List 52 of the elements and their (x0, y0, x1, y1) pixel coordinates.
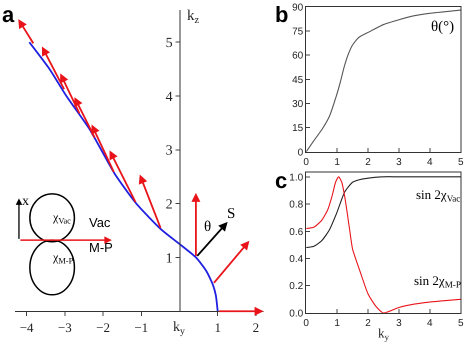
chart-title: c (275, 168, 288, 193)
x-tick-label: −3 (58, 320, 72, 335)
chart-title: b (275, 2, 288, 27)
x-tick-label: 4 (427, 318, 434, 329)
chart-title: a (2, 2, 15, 27)
y-tick-label: 2 (166, 198, 173, 213)
line-series (306, 176, 461, 248)
y-tick-label: 75 (292, 26, 304, 38)
y-tick-label: 15 (292, 123, 304, 134)
annotation: Vac (89, 215, 111, 230)
y-tick-label: 1.0 (289, 172, 304, 184)
y-tick-label: 0.6 (289, 226, 304, 238)
annotation: θ(°) (431, 19, 454, 35)
x-tick-label: 3 (396, 156, 402, 168)
x-tick-label: 5 (458, 156, 464, 168)
x-tick-label: 5 (458, 318, 464, 329)
x-tick-label: 4 (427, 156, 434, 168)
y-tick-label: 0 (298, 147, 304, 158)
annotation: M-P (89, 240, 113, 255)
annotation: χ$_{M-P}$ (52, 250, 74, 266)
x-tick-label: −2 (96, 320, 110, 335)
line-series (306, 10, 461, 152)
y-tick-label: 60 (292, 50, 304, 62)
x-tick-label: 2 (365, 156, 372, 168)
y-tick-label: 0.2 (289, 281, 304, 292)
x-axis-title: k$_{y}$ (173, 320, 185, 337)
y-tick-label: 4 (166, 90, 173, 105)
x-tick-label: 1 (334, 156, 340, 168)
y-tick-label: 0.0 (289, 308, 304, 320)
y-tick-label: 90 (292, 2, 304, 14)
y-axis-title: k$_{z}$ (187, 8, 200, 26)
y-tick-label: 45 (292, 74, 304, 86)
x-tick-label: 2 (365, 318, 372, 329)
y-tick-label: 0.4 (289, 254, 304, 265)
x-axis-title: k$_{y}$ (378, 325, 390, 342)
annotation: θ (204, 219, 212, 235)
x-tick-label: −1 (134, 320, 148, 335)
x-tick-label: −4 (20, 320, 34, 335)
x-tick-label: 1 (334, 318, 340, 329)
x-tick-label: 2 (252, 320, 260, 335)
x-tick-label: 1 (214, 320, 221, 335)
series-label: sin 2χ$_{Vac}$ (416, 187, 460, 204)
y-tick-label: 0.8 (289, 200, 304, 211)
annotation: x (22, 194, 29, 209)
annotation: S⃗ (227, 206, 248, 222)
line-series (306, 176, 461, 313)
series-label: sin 2χ$_{M-P}$ (414, 273, 461, 290)
y-tick-label: 1 (166, 251, 173, 266)
y-tick-label: 30 (292, 99, 304, 110)
y-tick-label: 5 (166, 36, 173, 52)
annotation: χ$_{Vac}$ (52, 210, 72, 226)
x-tick-label: 3 (396, 318, 402, 329)
